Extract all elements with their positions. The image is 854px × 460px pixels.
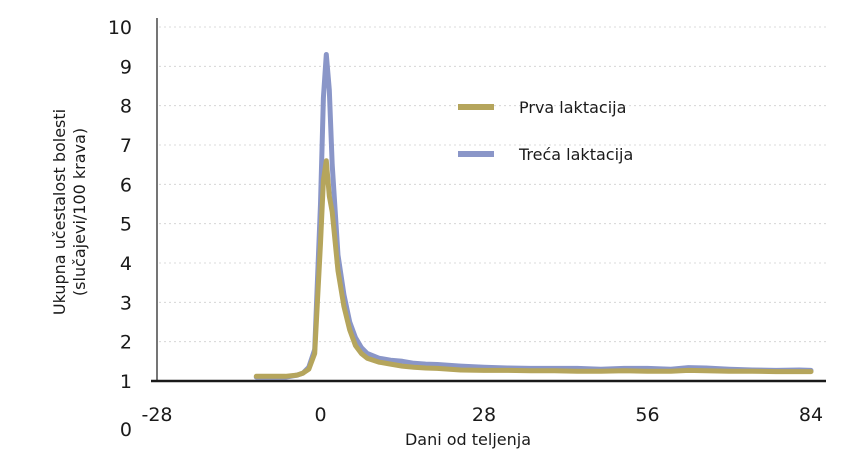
y-tick-label: 2 [120,332,132,354]
y-tick-label: 0 [120,419,132,441]
x-tick-labels: -28 0 28 56 84 [141,404,823,426]
y-tick-label: 9 [120,56,132,78]
y-tick-label: 10 [108,17,132,39]
y-tick-label: 4 [120,253,132,275]
y-axis-title: Ukupna učestalost bolesti (slučajevi/100… [50,109,89,315]
y-axis-title-line-1: Ukupna učestalost bolesti [50,109,69,315]
x-tick-label: 0 [314,404,326,426]
y-tick-labels: 0 1 2 3 4 5 6 7 8 9 10 [108,17,132,441]
x-axis-title: Dani od teljenja [405,430,531,449]
y-tick-label: 7 [120,135,132,157]
y-tick-label: 8 [120,96,132,118]
y-tick-label: 5 [120,214,132,236]
x-tick-label: 56 [635,404,659,426]
series-line-prva-laktacija [253,158,814,379]
x-tick-label: -28 [141,404,172,426]
legend-label-treca: Treća laktacija [518,145,633,164]
axes [151,18,826,383]
y-tick-label: 1 [120,371,132,393]
y-tick-label: 6 [120,174,132,196]
y-axis-title-line-2: (slučajevi/100 krava) [70,128,89,296]
x-tick-label: 84 [799,404,823,426]
legend-label-prva: Prva laktacija [519,98,626,117]
series-layer [253,52,814,380]
x-tick-label: 28 [472,404,496,426]
grid-lines [159,26,826,343]
legend: Prva laktacija Treća laktacija [458,98,633,164]
y-tick-label: 3 [120,292,132,314]
